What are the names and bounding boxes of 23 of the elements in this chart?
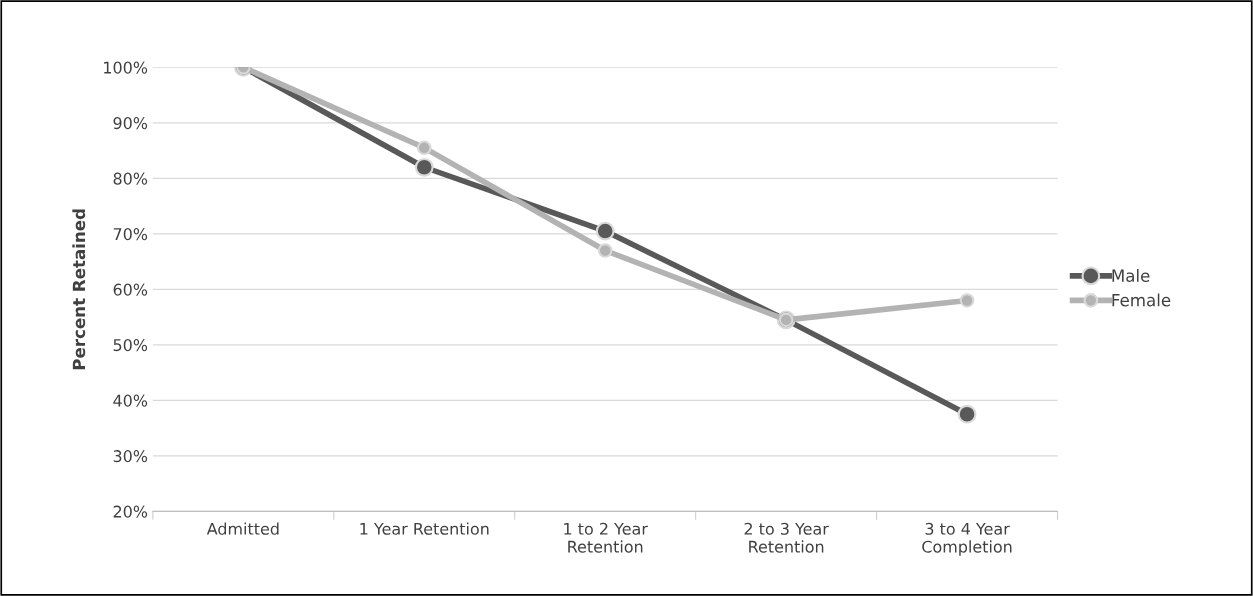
point	[595, 221, 615, 241]
x-tick-label: 2 to 3 Year Retention	[744, 522, 829, 553]
y-tick-label: 90%	[113, 117, 148, 130]
x-tick-label: 1 Year Retention	[360, 522, 489, 535]
point	[597, 243, 613, 258]
y-tick-label: 70%	[113, 228, 148, 241]
y-tick-label: 80%	[113, 172, 148, 185]
y-tick-label: 40%	[113, 394, 148, 407]
x-tick-label: 3 to 4 Year Completion	[922, 522, 1012, 556]
legend-label: Male	[1112, 269, 1150, 282]
point	[957, 404, 977, 424]
y-tick-label: 100%	[104, 61, 148, 74]
y-tick-label: 60%	[113, 283, 148, 296]
x-tick-label: 1 to 2 Year Retention	[564, 522, 648, 553]
point	[959, 293, 975, 308]
point	[416, 140, 432, 156]
y-axis-title: Percent Retained	[72, 209, 86, 370]
y-tick-label: 30%	[113, 450, 148, 463]
y-tick-label: 20%	[113, 505, 148, 518]
y-tick-label: 50%	[113, 339, 148, 352]
point	[414, 157, 434, 177]
x-tick-label: Admitted	[206, 522, 279, 535]
legend-label: Female	[1112, 293, 1171, 307]
